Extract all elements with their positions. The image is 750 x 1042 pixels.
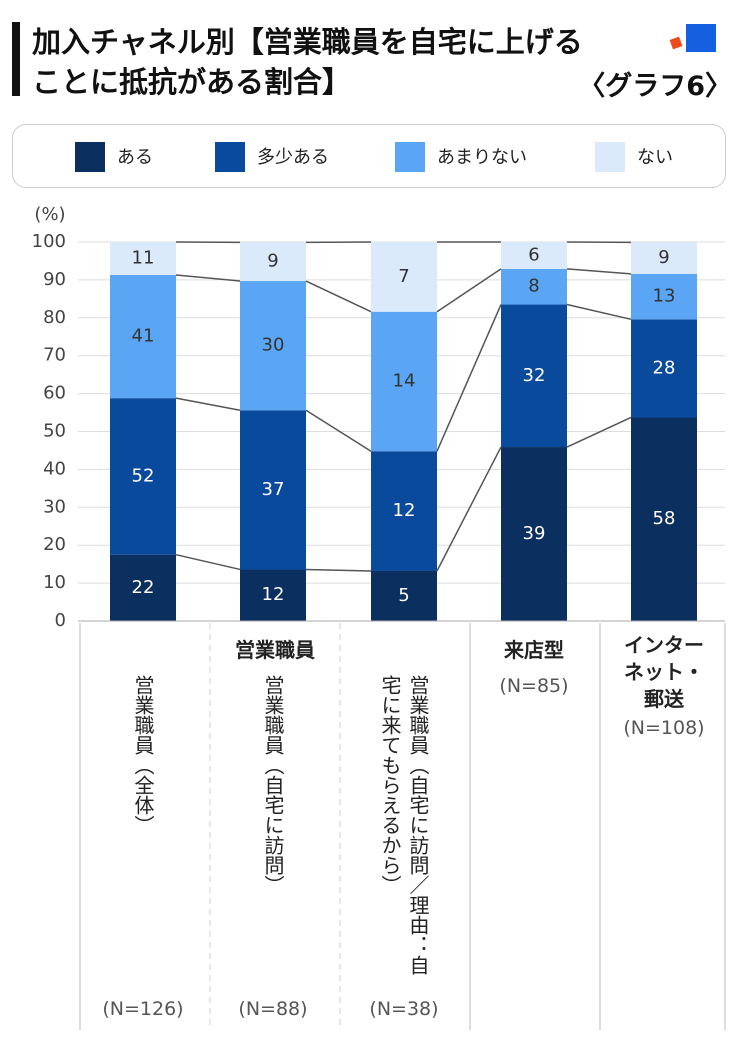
logo	[669, 24, 716, 52]
data-label: 6	[528, 244, 539, 265]
data-label: 9	[658, 247, 669, 268]
legend-box	[12, 124, 726, 188]
data-label: 7	[398, 266, 409, 287]
data-label: 22	[132, 577, 155, 598]
data-label: 14	[393, 370, 416, 391]
bar-segment	[631, 319, 697, 418]
x-tick-label: 来店型	[504, 638, 564, 662]
bar-segment	[240, 281, 306, 411]
data-label: 12	[262, 584, 285, 605]
data-label: 9	[267, 251, 278, 272]
legend-label: ない	[637, 147, 673, 168]
legend-swatch	[595, 142, 625, 172]
n-label: (N=108)	[623, 717, 705, 739]
bar-segment	[240, 410, 306, 570]
title-bar	[12, 22, 20, 96]
bar-segment	[371, 242, 437, 312]
y-tick-label: 100	[32, 231, 66, 252]
chart-title: 加入チャネル別【営業職員を自宅に上げることに抵抗がある割合】	[32, 25, 583, 99]
connector	[566, 303, 632, 321]
x-tick-label: 営業職員（自宅に訪問）	[261, 675, 285, 895]
data-label: 8	[528, 276, 539, 297]
connector	[436, 304, 502, 452]
connector	[436, 446, 502, 572]
connector	[175, 274, 241, 282]
y-tick-label: 30	[43, 496, 66, 517]
connector	[305, 280, 372, 313]
bar-segment	[110, 398, 176, 555]
connector	[305, 568, 372, 572]
connector	[436, 268, 502, 313]
data-label: 28	[653, 357, 676, 378]
y-tick-label: 10	[43, 572, 66, 593]
legend-swatch	[395, 142, 425, 172]
y-tick-label: 80	[43, 307, 66, 328]
data-label: 11	[132, 247, 155, 268]
data-label: 5	[398, 585, 409, 606]
bar-segment	[110, 274, 176, 399]
y-tick-label: 40	[43, 458, 66, 479]
legend-swatch	[215, 142, 245, 172]
x-tick-label: 営業職員（全体）	[131, 675, 155, 835]
bar-segment	[371, 311, 437, 452]
legend-label: 多少ある	[257, 147, 329, 168]
group-label: 営業職員	[235, 638, 315, 662]
connector	[175, 397, 241, 412]
bar-segment	[501, 268, 567, 305]
connector	[566, 416, 632, 448]
bar-segment	[371, 570, 437, 621]
n-label: (N=126)	[102, 998, 184, 1020]
connector	[566, 268, 632, 275]
y-axis-label: (%)	[34, 204, 65, 225]
bar-segment	[240, 242, 306, 282]
n-label: (N=85)	[499, 675, 569, 697]
bar-segment	[631, 242, 697, 274]
legend-swatch	[75, 142, 105, 172]
connector	[175, 553, 241, 571]
y-tick-label: 70	[43, 345, 66, 366]
y-tick-label: 0	[55, 610, 66, 631]
y-tick-label: 60	[43, 383, 66, 404]
y-tick-label: 50	[43, 421, 66, 442]
data-label: 12	[393, 500, 416, 521]
bar-segment	[501, 304, 567, 448]
y-tick-label: 90	[43, 269, 66, 290]
bar-segment	[110, 554, 176, 621]
data-label: 58	[653, 508, 676, 529]
n-label: (N=88)	[238, 998, 308, 1020]
y-tick-label: 20	[43, 534, 66, 555]
data-label: 32	[523, 365, 546, 386]
bar-segment	[371, 451, 437, 571]
legend-label: ある	[117, 147, 153, 168]
bar-segment	[501, 242, 567, 269]
bar-segment	[631, 273, 697, 320]
bar-segment	[631, 417, 697, 621]
x-tick-label: インターネット・郵送	[624, 633, 704, 711]
bar-segment	[240, 569, 306, 621]
bar-segment	[501, 447, 567, 621]
x-tick-label: 営業職員（自宅に訪問／理由：自宅に来てもらえるから）	[378, 675, 430, 975]
bar-segment	[110, 242, 176, 275]
data-label: 52	[132, 465, 155, 486]
data-label: 37	[262, 479, 285, 500]
connector	[305, 409, 372, 452]
n-label: (N=38)	[369, 998, 439, 1020]
data-label: 30	[262, 335, 285, 356]
data-label: 39	[523, 523, 546, 544]
legend-label: あまりない	[437, 147, 527, 168]
data-label: 13	[653, 286, 676, 307]
data-label: 41	[132, 326, 155, 347]
chart-subtitle: 〈グラフ6〉	[578, 71, 732, 102]
